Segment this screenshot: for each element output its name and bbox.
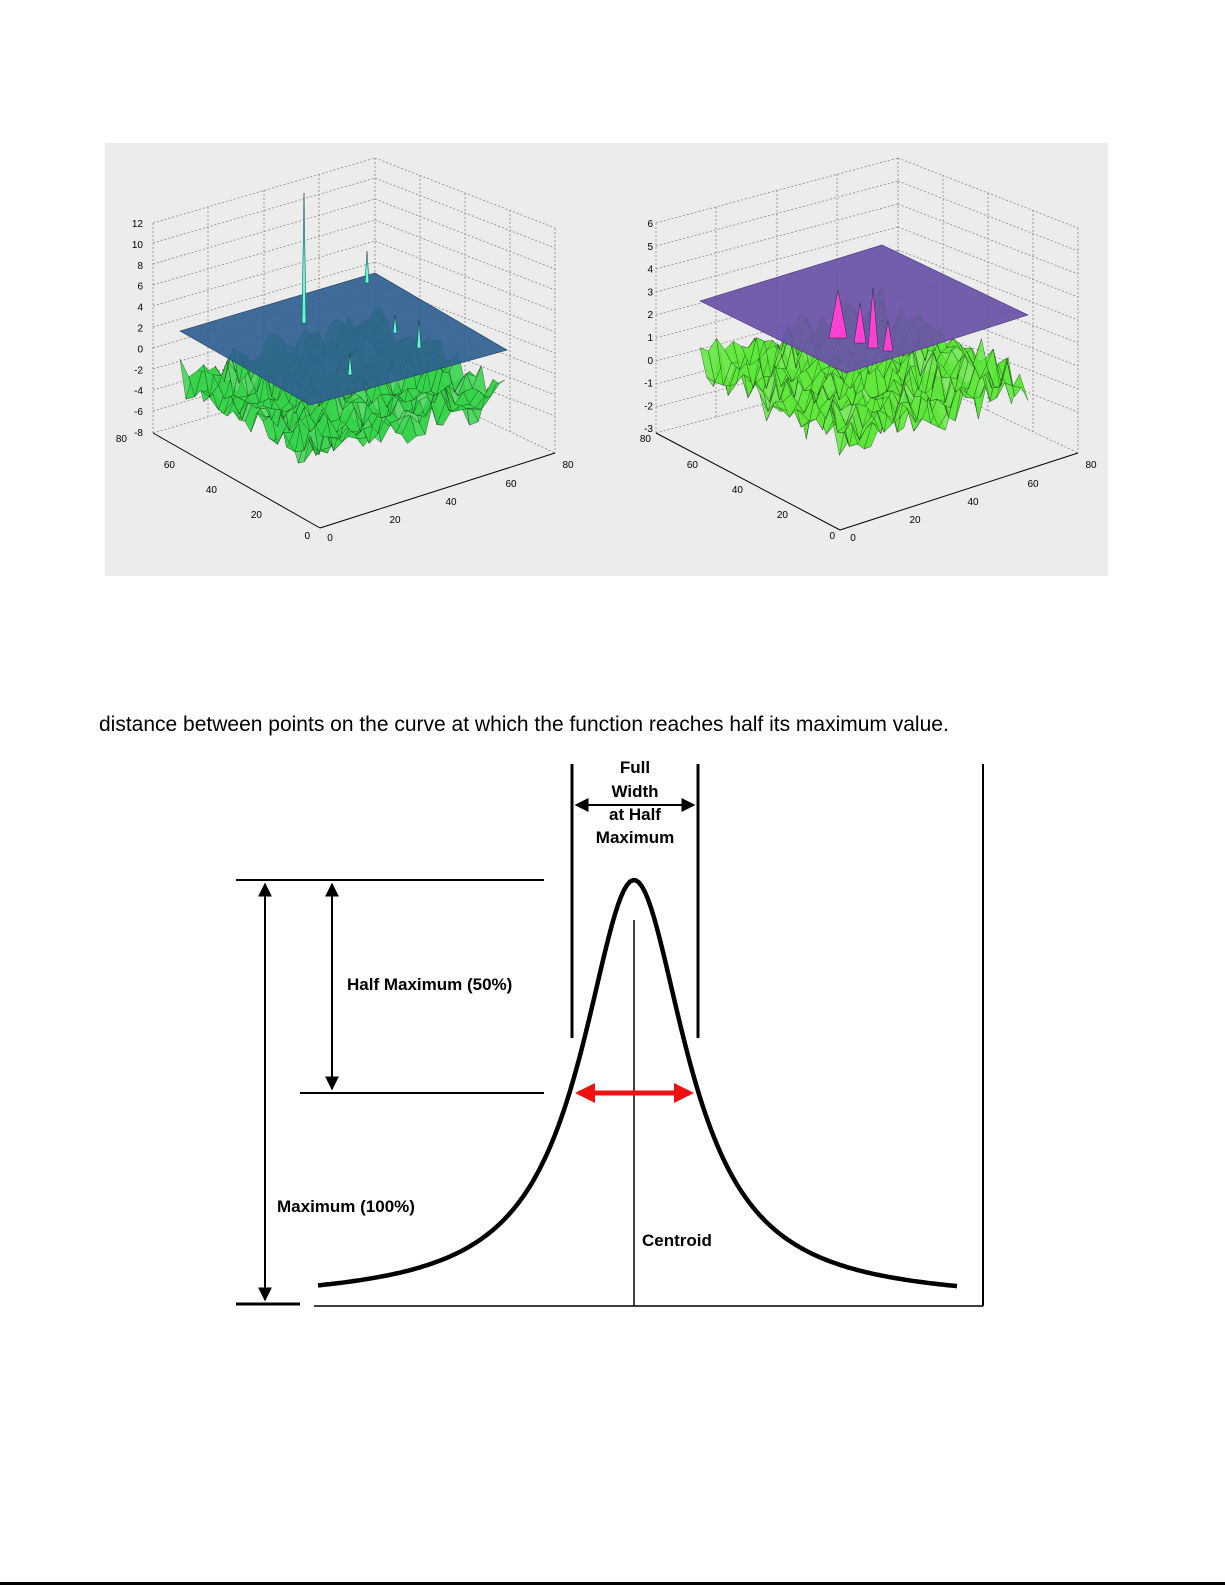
- axis-tick-label: 4: [647, 265, 653, 276]
- axis-tick-label: 8: [137, 261, 143, 272]
- axis-tick-label: 0: [327, 533, 333, 544]
- axis-tick-label: -4: [134, 386, 143, 397]
- surface-spike: [416, 319, 422, 349]
- mean-plane-right: [699, 244, 1029, 374]
- fwhm-label-line2: Width: [611, 782, 658, 801]
- surface-spike: [392, 314, 398, 334]
- x-axis-ticks-right: 0 20 40 60 80: [850, 460, 1097, 544]
- axis-tick-label: 0: [137, 344, 143, 355]
- axis-tick-label: 60: [687, 460, 699, 471]
- y-axis-ticks-right: 80 60 40 20 0: [640, 434, 836, 542]
- axis-tick-label: -1: [644, 379, 653, 390]
- axis-tick-label: 0: [850, 533, 856, 544]
- peak-curve: [317, 877, 958, 1289]
- axis-tick-label: 80: [116, 434, 128, 445]
- axis-tick-label: 40: [445, 497, 457, 508]
- axis-tick-label: 1: [647, 333, 653, 344]
- axis-tick-label: 40: [206, 485, 218, 496]
- fwhm-label-line4: Maximum: [596, 828, 674, 847]
- body-text: distance between points on the curve at …: [99, 713, 949, 736]
- fwhm-diagram: Full Width at Half Maximum Half Maximum …: [236, 758, 984, 1307]
- axis-tick-label: 2: [137, 324, 143, 335]
- axis-tick-label: 60: [164, 460, 176, 471]
- axis-tick-label: -6: [134, 407, 143, 418]
- axis-tick-label: 60: [1027, 479, 1039, 490]
- z-axis-ticks-left: 12 10 8 6 4 2 0 -2 -4 -6 -8: [132, 219, 144, 439]
- surface-spike: [301, 192, 307, 324]
- axis-tick-label: -2: [134, 365, 143, 376]
- surface-plot-left: 12 10 8 6 4 2 0 -2 -4 -6 -8 80 60 40 20 0 0 20 40 60 80: [105, 143, 635, 576]
- axis-tick-label: 20: [389, 515, 401, 526]
- axis-tick-label: 60: [505, 479, 517, 490]
- axis-tick-label: -2: [644, 401, 653, 412]
- y-axis-ticks-left: 80 60 40 20 0: [116, 434, 311, 542]
- spikes-left: [301, 192, 422, 376]
- mean-plane-left: [179, 272, 508, 406]
- surface-spike: [853, 302, 867, 344]
- centroid-label: Centroid: [642, 1231, 712, 1250]
- axis-tick-label: 6: [137, 282, 143, 293]
- page-bottom-rule: [0, 1582, 1225, 1585]
- surface-spike: [828, 289, 848, 339]
- surface-plot-right: 6 5 4 3 2 1 0 -1 -2 -3 80 60 40 20 0 0 20 40 60 80: [578, 143, 1108, 576]
- surface-spike: [347, 352, 353, 376]
- axis-tick-label: -3: [644, 424, 653, 435]
- fwhm-label-line1: Full: [620, 758, 650, 777]
- maximum-label: Maximum (100%): [277, 1197, 415, 1216]
- axis-tick-label: 80: [562, 460, 574, 471]
- axis-tick-label: 20: [251, 510, 263, 521]
- axis-tick-label: 6: [647, 219, 653, 230]
- axis-tick-label: 12: [132, 219, 144, 230]
- axis-tick-label: 20: [777, 510, 789, 521]
- surface-spike: [364, 250, 370, 284]
- axis-tick-label: 80: [640, 434, 652, 445]
- axis-tick-label: 5: [647, 242, 653, 253]
- axis-tick-label: 0: [647, 356, 653, 367]
- x-axis-ticks-left: 0 20 40 60 80: [327, 460, 574, 544]
- z-axis-ticks-right: 6 5 4 3 2 1 0 -1 -2 -3: [644, 219, 653, 435]
- half-maximum-label: Half Maximum (50%): [347, 975, 512, 994]
- axis-tick-label: -8: [134, 428, 143, 439]
- axis-tick-label: 2: [647, 310, 653, 321]
- axis-tick-label: 3: [647, 287, 653, 298]
- axis-tick-label: 80: [1085, 460, 1097, 471]
- axis-tick-label: 0: [304, 531, 310, 542]
- surface-plot-right-svg: 6 5 4 3 2 1 0 -1 -2 -3 80 60 40 20 0 0 20 40 60 80: [640, 157, 1097, 544]
- axis-tick-label: 10: [132, 240, 144, 251]
- axis-tick-label: 20: [909, 515, 921, 526]
- fwhm-label-line3: at Half: [609, 805, 661, 824]
- axis-tick-label: 40: [732, 485, 744, 496]
- axis-tick-label: 0: [829, 531, 835, 542]
- axis-tick-label: 40: [967, 497, 979, 508]
- surface-patch: [1012, 373, 1029, 401]
- surface-patch: [490, 379, 506, 398]
- spikes-right: [828, 287, 894, 352]
- surface-spike: [882, 320, 894, 352]
- axis-tick-label: 4: [137, 303, 143, 314]
- surface-spike: [867, 287, 879, 349]
